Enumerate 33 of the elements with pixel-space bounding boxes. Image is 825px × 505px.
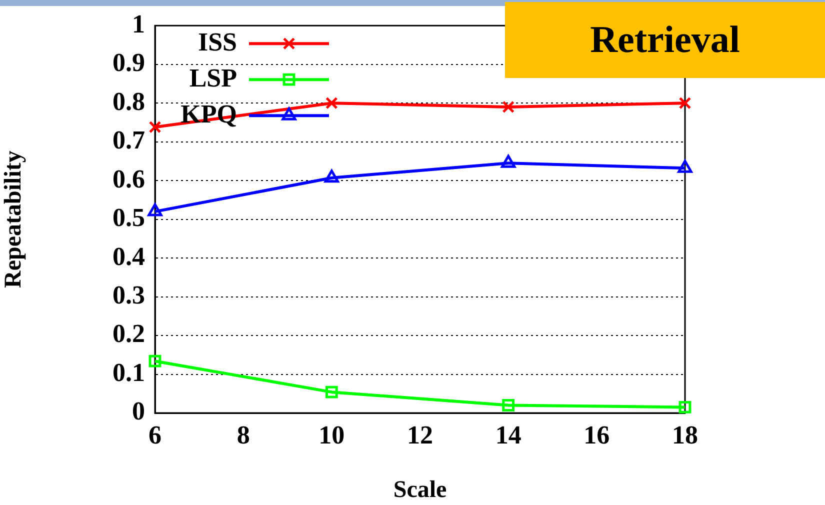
point bbox=[324, 170, 339, 183]
y-tick-label: 0 bbox=[132, 396, 145, 426]
point bbox=[325, 386, 338, 398]
x-axis-title: Scale bbox=[393, 476, 448, 503]
y-tick-label: 0.5 bbox=[112, 203, 145, 232]
x-tick-label: 12 bbox=[407, 420, 433, 450]
y-tick-label: 0.4 bbox=[112, 242, 145, 271]
annotation: Retrieval bbox=[590, 18, 740, 62]
x-tick-label: 6 bbox=[148, 420, 162, 450]
y-axis-title: Repeatability bbox=[0, 150, 27, 288]
point bbox=[502, 399, 515, 412]
y-tick-label: 0.7 bbox=[112, 126, 145, 155]
y-tick-label: 0.3 bbox=[112, 280, 145, 310]
y-tick-label: 0.8 bbox=[112, 86, 145, 116]
point bbox=[678, 96, 692, 110]
point bbox=[678, 400, 692, 414]
legend-label: ISS bbox=[198, 27, 237, 56]
y-tick-label: 0.1 bbox=[112, 358, 145, 387]
x-tick-label: 18 bbox=[672, 420, 698, 450]
label-box: Retrieval bbox=[505, 2, 825, 78]
x-tick-label: 14 bbox=[495, 420, 522, 450]
point bbox=[148, 120, 162, 134]
legend-label: LSP bbox=[189, 63, 238, 92]
x-tick-label: 8 bbox=[236, 420, 250, 450]
point bbox=[148, 354, 162, 368]
point bbox=[325, 96, 338, 110]
y-tick-label: 1 bbox=[132, 9, 145, 38]
x-tick-label: 10 bbox=[318, 420, 345, 450]
x-tick-label: 16 bbox=[584, 420, 610, 450]
point bbox=[502, 100, 515, 114]
y-tick-label: 0.9 bbox=[112, 48, 145, 78]
y-tick-label: 0.2 bbox=[112, 319, 145, 348]
y-tick-label: 0.6 bbox=[112, 164, 145, 194]
